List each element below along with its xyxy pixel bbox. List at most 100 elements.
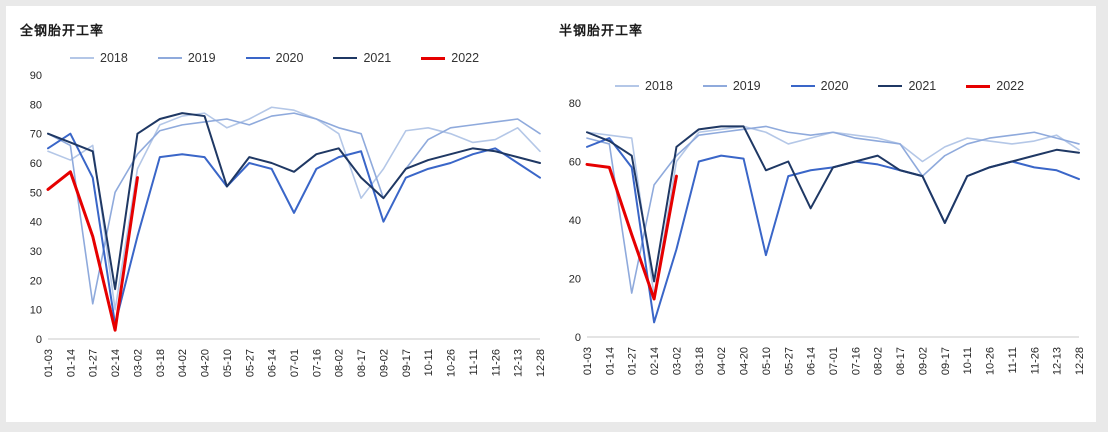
legend-swatch-2021 [878,85,903,87]
x-tick-label: 07-16 [311,349,323,377]
series-line-2019 [586,125,1080,294]
series-line-2018 [586,125,1080,297]
legend-item-2021: 2021 [333,51,391,65]
y-tick-label: 70 [30,129,42,141]
legend-label-2019: 2019 [732,79,761,93]
x-tick-label: 03-02 [671,347,683,375]
legend-label-2019: 2019 [187,51,216,65]
charts-card: 全钢胎开工率 2018 2019 2020 2021 2022 0 10 20 30 40 50 6… [6,6,1096,422]
legend-item-2022: 2022 [421,51,479,65]
x-tick-label: 08-17 [356,349,368,377]
x-tick-label: 07-16 [850,347,862,375]
x-tick-label: 06-14 [267,349,279,377]
series-line-2021 [47,112,541,291]
legend-item-2022: 2022 [966,79,1024,93]
chart-title-full-steel: 全钢胎开工率 [20,23,105,38]
legend-swatch-2022 [421,56,446,60]
x-tick-label: 01-14 [65,349,77,377]
y-tick-label: 20 [569,274,581,286]
y-tick-label: 40 [30,217,42,229]
line-chart-full-steel: 0 10 20 30 40 50 60 70 80 90 01-03 01-14 01-27 02-14 0… [30,70,547,377]
legend-item-2018: 2018 [615,79,673,93]
y-tick-label: 40 [569,215,581,227]
x-tick-label: 12-13 [1052,347,1064,375]
legend-label-2022: 2022 [451,51,480,65]
series-line-2021 [586,125,1080,283]
legend-swatch-2022 [966,84,991,88]
x-tick-label: 12-28 [535,349,547,377]
x-tick-label: 03-02 [132,349,144,377]
legend-swatch-2021 [333,57,358,59]
x-tick-label: 09-02 [378,349,390,377]
legend: 2018 2019 2020 2021 2022 [70,51,553,65]
y-tick-label: 60 [569,157,581,169]
x-tick-label: 01-14 [604,347,616,375]
legend-item-2020: 2020 [245,51,304,65]
x-tick-label: 04-20 [739,347,751,375]
x-tick-label: 08-02 [334,349,346,377]
x-tick-label: 10-26 [985,347,997,375]
x-tick-label: 09-02 [917,347,929,375]
x-tick-label: 09-17 [940,347,952,375]
legend-label-2021: 2021 [908,79,937,93]
series-line-2022 [46,170,139,332]
legend-label-2020: 2020 [275,51,304,65]
y-tick-label: 30 [30,246,42,258]
chart-title-semi-steel: 半钢胎开工率 [559,23,644,38]
legend-swatch-2020 [245,57,270,59]
legend-label-2021: 2021 [363,51,392,65]
legend-swatch-2019 [702,85,727,87]
x-tick-label: 09-17 [401,349,413,377]
x-tick-label: 08-02 [873,347,885,375]
legend-swatch-2019 [157,57,182,59]
legend-item-2020: 2020 [790,79,849,93]
line-chart-semi-steel: 0 20 40 60 80 01-03 01-14 01-27 02-14 03-02 03-18 0… [569,98,1086,375]
chart-panel-semi-steel-tire: 半钢胎开工率 2018 2019 2020 2021 2022 0 20 40 60 80 01-… [553,12,1092,418]
x-tick-label: 07-01 [289,349,301,377]
x-tick-label: 04-20 [200,349,212,377]
chart-panel-full-steel-tire: 全钢胎开工率 2018 2019 2020 2021 2022 0 10 20 30 40 50 6… [14,12,553,418]
y-tick-label: 80 [569,98,581,110]
legend-swatch-2020 [790,85,815,87]
x-tick-label: 12-13 [513,349,525,377]
x-tick-label: 10-26 [446,349,458,377]
x-tick-label: 05-10 [222,349,234,377]
x-tick-label: 08-17 [895,347,907,375]
x-tick-label: 05-10 [761,347,773,375]
legend-label-2018: 2018 [645,79,673,93]
y-tick-label: 50 [30,187,42,199]
x-tick-label: 06-14 [806,347,818,375]
series-line-2020 [586,137,1080,324]
y-tick-label: 80 [30,99,42,111]
legend-swatch-2018 [70,57,94,59]
x-tick-label: 02-14 [110,349,122,377]
y-tick-label: 90 [30,70,42,82]
legend-label-2020: 2020 [820,79,849,93]
x-tick-label: 05-27 [783,347,795,375]
x-tick-label: 11-11 [468,349,480,376]
y-tick-label: 60 [30,158,42,170]
series-line-2022 [585,162,678,301]
legend-item-2021: 2021 [878,79,936,93]
legend: 2018 2019 2020 2021 2022 [615,79,1092,93]
legend-item-2019: 2019 [702,79,761,93]
x-tick-label: 11-26 [490,349,502,376]
x-tick-label: 07-01 [828,347,840,375]
series-line-2019 [47,112,541,305]
series-line-2020 [47,132,541,326]
x-tick-label: 10-11 [962,347,974,374]
x-tick-label: 04-02 [177,349,189,377]
legend-swatch-2018 [615,85,639,87]
x-tick-label: 11-11 [1007,347,1019,374]
x-tick-label: 03-18 [155,349,167,377]
x-tick-label: 01-27 [627,347,639,375]
x-tick-label: 03-18 [694,347,706,375]
legend-item-2018: 2018 [70,51,128,65]
x-tick-label: 01-03 [582,347,594,375]
legend-item-2019: 2019 [157,51,216,65]
x-tick-label: 10-11 [423,349,435,376]
legend-label-2022: 2022 [996,79,1025,93]
x-tick-label: 04-02 [716,347,728,375]
x-tick-label: 01-03 [43,349,55,377]
